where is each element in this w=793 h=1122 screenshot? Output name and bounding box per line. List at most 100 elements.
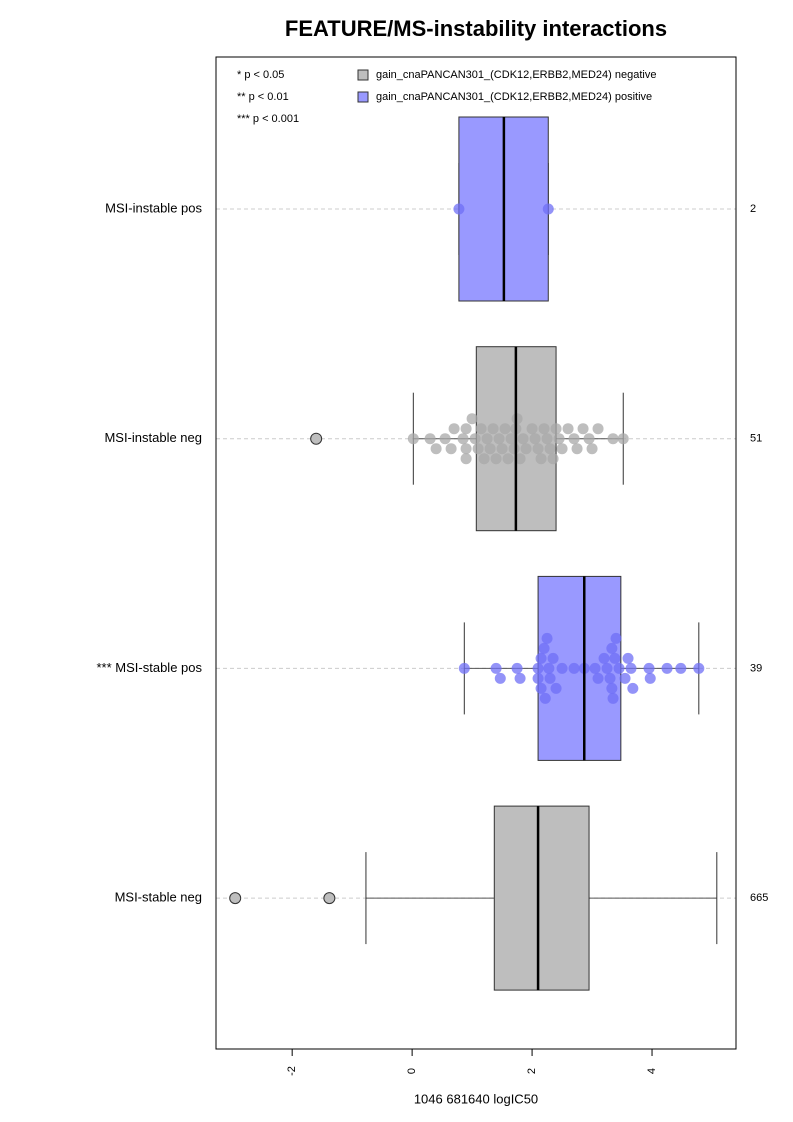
significance-note: *** p < 0.001	[237, 113, 299, 125]
point	[625, 662, 637, 674]
point	[613, 662, 625, 674]
outlier	[323, 892, 336, 905]
plot-frame	[215, 56, 737, 1050]
point	[586, 443, 598, 455]
point	[609, 652, 621, 664]
point	[532, 672, 544, 684]
point	[535, 453, 547, 465]
point	[693, 662, 705, 674]
point	[514, 672, 526, 684]
point	[539, 692, 551, 704]
group-label: MSI-stable neg	[115, 890, 202, 905]
point	[514, 453, 526, 465]
point	[617, 433, 629, 445]
point	[592, 423, 604, 435]
x-tick-label: 2	[526, 1068, 538, 1074]
point	[544, 672, 556, 684]
point	[475, 423, 487, 435]
point	[661, 662, 673, 674]
group-label: MSI-instable neg	[104, 430, 202, 445]
point	[490, 662, 502, 674]
point	[643, 662, 655, 674]
point	[532, 662, 544, 674]
point	[547, 453, 559, 465]
point	[610, 632, 622, 644]
point	[553, 433, 565, 445]
point	[460, 423, 472, 435]
point	[538, 423, 550, 435]
point	[541, 632, 553, 644]
point	[493, 433, 505, 445]
outlier	[310, 432, 323, 445]
point	[526, 423, 538, 435]
point	[532, 443, 544, 455]
point	[472, 443, 484, 455]
point	[494, 672, 506, 684]
point	[592, 672, 604, 684]
point	[547, 652, 559, 664]
point	[457, 433, 469, 445]
x-tick-label: 0	[406, 1068, 418, 1074]
significance-note: ** p < 0.01	[237, 91, 289, 103]
point	[499, 423, 511, 435]
x-tick-label: 4	[646, 1068, 658, 1074]
point	[481, 433, 493, 445]
point	[622, 652, 634, 664]
point	[487, 423, 499, 435]
point	[541, 433, 553, 445]
point	[568, 662, 580, 674]
point	[607, 433, 619, 445]
legend-swatch	[357, 69, 369, 81]
point	[535, 682, 547, 694]
point	[601, 662, 613, 674]
legend-swatch	[357, 91, 369, 103]
point	[466, 413, 478, 425]
point	[544, 443, 556, 455]
point	[520, 443, 532, 455]
point	[529, 433, 541, 445]
point	[619, 672, 631, 684]
point	[538, 642, 550, 654]
point	[458, 662, 470, 674]
point	[604, 672, 616, 684]
point	[469, 433, 481, 445]
x-axis-label: 1046 681640 logIC50	[414, 1091, 538, 1106]
point	[598, 652, 610, 664]
point	[445, 443, 457, 455]
point	[606, 682, 618, 694]
point	[460, 453, 472, 465]
group-count: 665	[750, 892, 768, 904]
point	[556, 662, 568, 674]
chart-title: FEATURE/MS-instability interactions	[285, 16, 667, 41]
point	[550, 423, 562, 435]
point	[644, 672, 656, 684]
point	[439, 433, 451, 445]
legend-label: gain_cnaPANCAN301_(CDK12,ERBB2,MED24) ne…	[376, 69, 656, 81]
group-count: 51	[750, 433, 762, 445]
point	[568, 433, 580, 445]
point	[583, 433, 595, 445]
outlier	[229, 892, 242, 905]
point	[550, 682, 562, 694]
x-tick-label: -2	[286, 1066, 298, 1076]
point	[407, 433, 419, 445]
point	[460, 443, 472, 455]
point	[556, 443, 568, 455]
point	[511, 662, 523, 674]
group-count: 2	[750, 203, 756, 215]
point	[453, 203, 465, 215]
point	[542, 203, 554, 215]
significance-note: * p < 0.05	[237, 69, 284, 81]
group-count: 39	[750, 662, 762, 674]
point	[517, 433, 529, 445]
point	[627, 682, 639, 694]
point	[490, 453, 502, 465]
point	[505, 433, 517, 445]
point	[448, 423, 460, 435]
point	[675, 662, 687, 674]
group-label: *** MSI-stable pos	[97, 660, 203, 675]
point	[607, 692, 619, 704]
point	[606, 642, 618, 654]
point	[577, 423, 589, 435]
